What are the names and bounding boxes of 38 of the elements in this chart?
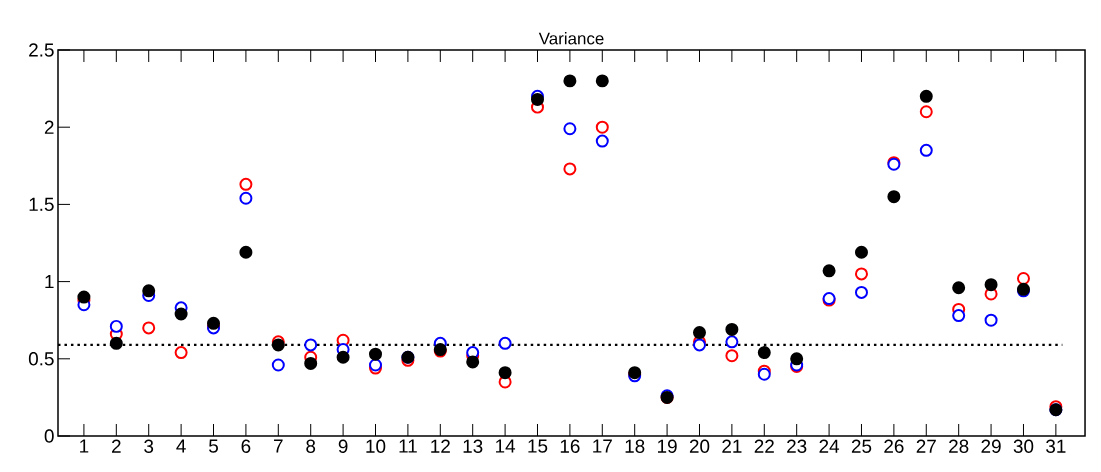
x-tick-label: 24 bbox=[819, 439, 840, 453]
x-tick-label: 4 bbox=[176, 439, 186, 453]
x-tick-label: 2 bbox=[112, 439, 121, 453]
x-tick-label: 5 bbox=[209, 439, 218, 453]
x-tick-label: 11 bbox=[399, 439, 417, 453]
y-tick-label: 1.5 bbox=[29, 197, 54, 211]
x-tick-label: 14 bbox=[496, 439, 516, 453]
x-tick-label: 8 bbox=[306, 439, 316, 453]
y-tick-label: 2.5 bbox=[29, 43, 54, 57]
x-tick-label: 10 bbox=[366, 439, 386, 453]
x-tick-label: 23 bbox=[787, 439, 807, 453]
x-tick-label: 7 bbox=[274, 439, 283, 453]
x-tick-label: 17 bbox=[593, 439, 612, 453]
x-tick-label: 22 bbox=[754, 439, 774, 453]
x-tick-label: 16 bbox=[560, 439, 580, 453]
x-tick-label: 1 bbox=[80, 439, 89, 453]
x-tick-label: 12 bbox=[431, 439, 450, 453]
y-tick-label: 2 bbox=[44, 120, 54, 134]
chart-title: Variance bbox=[538, 32, 604, 45]
y-tick-label: 1 bbox=[45, 275, 54, 289]
x-tick-label: 29 bbox=[981, 439, 1001, 453]
x-tick-label: 31 bbox=[1046, 439, 1066, 453]
y-tick-label: 0.5 bbox=[28, 352, 54, 366]
x-tick-label: 19 bbox=[658, 439, 677, 453]
x-tick-label: 21 bbox=[722, 439, 742, 453]
x-tick-label: 26 bbox=[884, 439, 904, 453]
x-tick-label: 6 bbox=[241, 439, 251, 453]
x-tick-label: 30 bbox=[1013, 439, 1034, 453]
x-tick-label: 3 bbox=[144, 439, 154, 453]
x-tick-label: 13 bbox=[463, 439, 483, 453]
x-tick-label: 28 bbox=[949, 439, 969, 453]
x-tick-label: 15 bbox=[528, 439, 548, 453]
y-tick-label: 0 bbox=[44, 429, 54, 443]
x-tick-label: 20 bbox=[689, 439, 710, 453]
x-tick-label: 18 bbox=[625, 439, 645, 453]
x-tick-label: 9 bbox=[338, 439, 348, 453]
x-tick-label: 25 bbox=[851, 439, 872, 453]
x-tick-label: 27 bbox=[916, 439, 936, 453]
